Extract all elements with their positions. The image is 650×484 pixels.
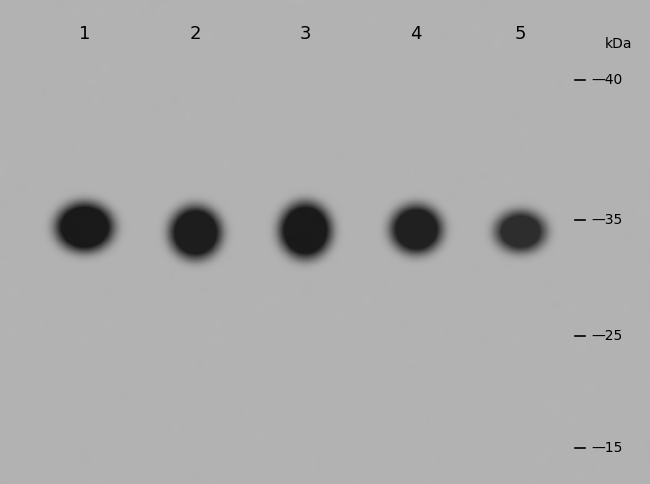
Text: 5: 5 — [514, 25, 526, 43]
Text: kDa: kDa — [604, 37, 632, 50]
Text: 1: 1 — [79, 25, 90, 43]
Text: 2: 2 — [189, 25, 201, 43]
Text: —35: —35 — [592, 213, 623, 227]
Text: 3: 3 — [300, 25, 311, 43]
Text: —25: —25 — [592, 330, 623, 343]
Text: 4: 4 — [410, 25, 422, 43]
Text: —15: —15 — [592, 441, 623, 454]
Text: —40: —40 — [592, 73, 623, 87]
